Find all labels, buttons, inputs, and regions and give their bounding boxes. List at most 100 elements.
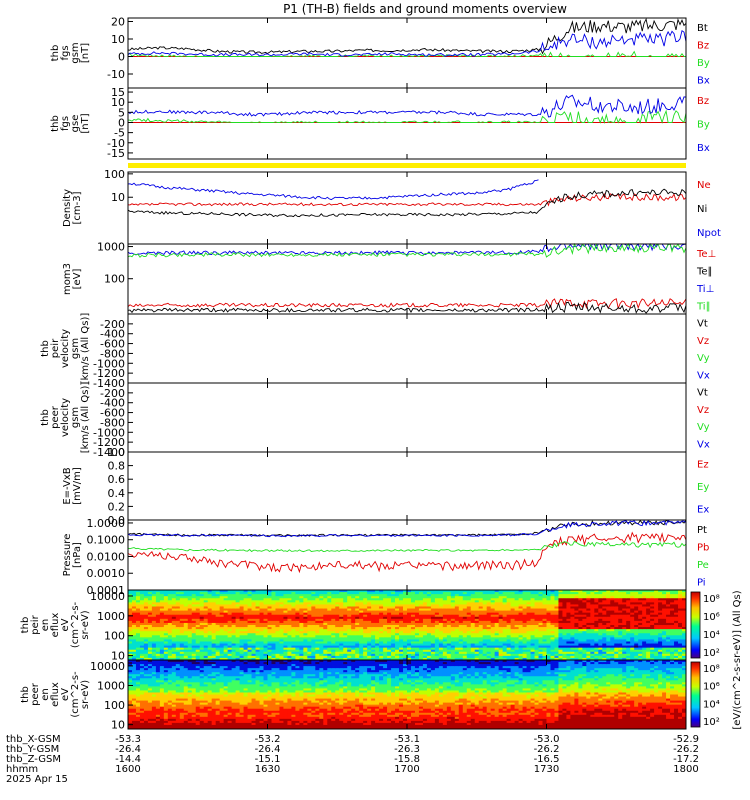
heatmap-cell [478, 592, 484, 595]
heatmap-cell [167, 604, 173, 607]
heatmap-cell [171, 600, 177, 603]
heatmap-cell [267, 641, 272, 645]
ylabel-line: Density [62, 189, 73, 227]
heatmap-cell [522, 592, 528, 595]
heatmap-cell [203, 618, 209, 622]
heatmap-cell [303, 637, 308, 640]
heatmap-cell [434, 635, 440, 638]
heatmap-cell [650, 651, 655, 655]
heatmap-cell [562, 647, 567, 651]
heatmap-cell [187, 604, 193, 607]
heatmap-cell [347, 602, 352, 605]
heatmap-cell [131, 600, 137, 603]
heatmap-cell [363, 631, 368, 634]
heatmap-cell [379, 657, 384, 661]
heatmap-cell [407, 657, 412, 661]
heatmap-cell [650, 641, 655, 645]
heatmap-cell [662, 614, 667, 618]
heatmap-cell [462, 653, 468, 657]
heatmap-cell [175, 647, 181, 651]
heatmap-cell [379, 614, 384, 618]
heatmap-cell [562, 637, 567, 640]
status-bar [128, 163, 686, 168]
heatmap-cell [319, 616, 324, 620]
heatmap-cell [534, 590, 540, 593]
heatmap-cell [630, 616, 635, 620]
heatmap-cell [622, 649, 627, 653]
heatmap-cell [159, 641, 165, 645]
heatmap-cell [387, 657, 392, 661]
heatmap-cell [327, 635, 332, 638]
heatmap-cell [255, 618, 261, 622]
heatmap-cell [355, 622, 360, 626]
heatmap-cell [375, 633, 380, 636]
heatmap-cell [498, 625, 504, 628]
heatmap-cell [458, 592, 464, 595]
heatmap-cell [303, 618, 308, 622]
heatmap-cell [363, 657, 368, 661]
heatmap-cell [574, 596, 579, 599]
heatmap-cell [422, 635, 428, 638]
heatmap-cell [291, 610, 296, 614]
heatmap-cell [139, 622, 145, 626]
heatmap-cell [379, 616, 384, 620]
heatmap-cell [339, 602, 344, 605]
heatmap-cell [618, 620, 623, 624]
heatmap-cell [195, 641, 201, 645]
heatmap-cell [319, 657, 324, 661]
panel-pressure: Pressure [nPa]1.00000.10000.01000.00100.0… [62, 517, 709, 597]
heatmap-cell [227, 608, 233, 612]
heatmap-cell [538, 629, 544, 632]
heatmap-cell [183, 590, 189, 593]
heatmap-cell [203, 610, 209, 614]
heatmap-cell [670, 633, 675, 636]
heatmap-cell [167, 620, 173, 624]
heatmap-cell [215, 608, 221, 612]
heatmap-cell [199, 622, 205, 626]
heatmap-cell [207, 639, 213, 642]
heatmap-cell [179, 592, 185, 595]
heatmap-cell [618, 600, 623, 603]
heatmap-cell [367, 655, 372, 659]
heatmap-cell [315, 604, 320, 607]
heatmap-cell [187, 633, 193, 636]
heatmap-cell [299, 590, 304, 593]
heatmap-cell [666, 594, 671, 597]
heatmap-cell [470, 637, 476, 640]
heatmap-cell [223, 649, 229, 653]
heatmap-cell [478, 639, 484, 642]
heatmap-cell [658, 592, 663, 595]
heatmap-cell [450, 625, 456, 628]
heatmap-cell [239, 598, 245, 601]
heatmap-cell [243, 643, 249, 647]
ylabel-line: en [40, 619, 51, 632]
heatmap-cell [251, 608, 257, 612]
heatmap-cell [626, 606, 631, 610]
heatmap-cell [291, 618, 296, 622]
heatmap-cell [283, 627, 288, 630]
heatmap-cell [458, 631, 464, 634]
heatmap-cell [434, 608, 440, 612]
heatmap-cell [243, 631, 249, 634]
heatmap-cell [626, 631, 631, 634]
heatmap-cell [546, 655, 551, 659]
heatmap-cell [243, 637, 249, 640]
heatmap-cell [442, 625, 448, 628]
heatmap-cell [263, 604, 268, 607]
heatmap-cell [223, 596, 229, 599]
heatmap-cell [155, 627, 161, 630]
heatmap-cell [518, 633, 524, 636]
heatmap-cell [215, 614, 221, 618]
heatmap-cell [383, 627, 388, 630]
heatmap-cell [570, 612, 575, 616]
heatmap-cell [442, 635, 448, 638]
heatmap-cell [454, 645, 460, 649]
heatmap-cell [295, 614, 300, 618]
heatmap-cell [291, 633, 296, 636]
heatmap-cell [414, 606, 420, 610]
heatmap-cell [187, 600, 193, 603]
heatmap-cell [191, 590, 197, 593]
ytick-label: -600 [100, 407, 125, 420]
heatmap-cell [303, 622, 308, 626]
heatmap-cell [446, 635, 452, 638]
